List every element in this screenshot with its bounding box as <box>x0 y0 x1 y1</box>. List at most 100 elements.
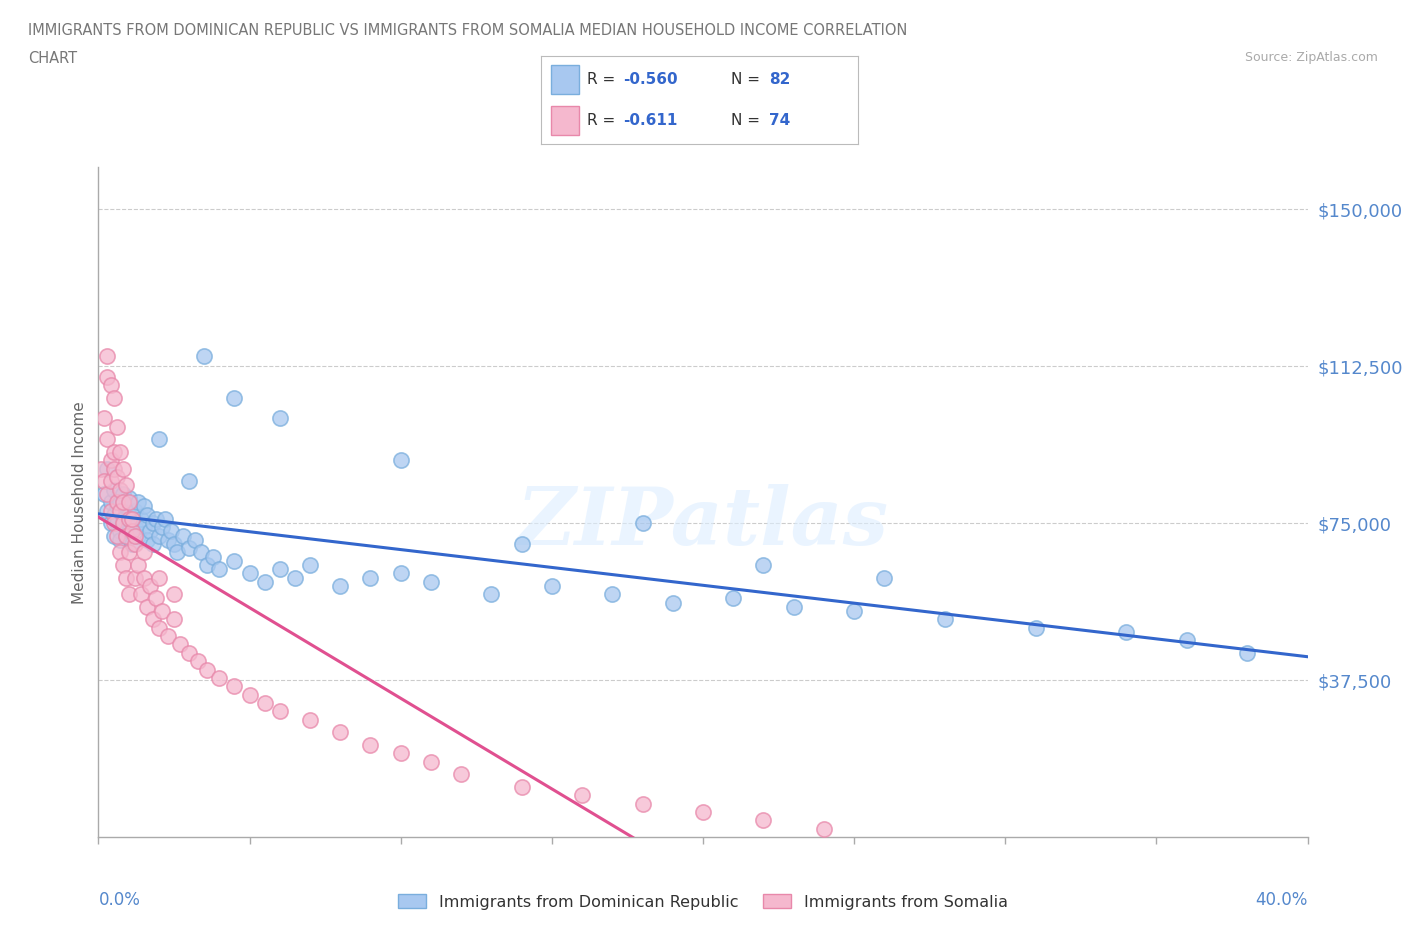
Point <box>150 520 173 535</box>
Point <box>103 391 125 405</box>
Point <box>239 565 262 580</box>
Legend: Immigrants from Dominican Republic, Immigrants from Somalia: Immigrants from Dominican Republic, Immi… <box>391 887 1015 916</box>
Point <box>100 378 122 392</box>
Text: N =: N = <box>731 113 765 127</box>
Point <box>163 587 186 602</box>
Point <box>269 704 291 719</box>
Point <box>360 737 382 752</box>
Point <box>96 503 118 518</box>
Point <box>148 620 170 635</box>
Point <box>202 549 225 564</box>
Point <box>1175 632 1198 647</box>
Point <box>419 754 441 769</box>
Point <box>132 520 155 535</box>
Point <box>934 612 956 627</box>
Point <box>105 495 128 510</box>
Point <box>103 483 125 498</box>
Point <box>299 712 322 727</box>
Text: 0.0%: 0.0% <box>98 891 141 909</box>
Point <box>105 470 128 485</box>
Text: R =: R = <box>588 72 620 86</box>
Point <box>169 637 191 652</box>
Point <box>224 391 246 405</box>
Point <box>96 349 118 364</box>
Point <box>105 419 128 434</box>
Point <box>187 654 209 669</box>
Point <box>208 671 231 685</box>
Point <box>111 558 134 573</box>
Point <box>124 503 146 518</box>
Point <box>148 570 170 585</box>
Point <box>129 512 152 526</box>
Point <box>103 461 125 476</box>
Point <box>389 746 412 761</box>
Point <box>118 491 141 506</box>
Point <box>389 565 412 580</box>
Point <box>177 541 201 556</box>
Text: ZIPatlas: ZIPatlas <box>517 484 889 561</box>
Point <box>118 545 141 560</box>
Text: Source: ZipAtlas.com: Source: ZipAtlas.com <box>1244 51 1378 64</box>
Point <box>93 486 115 501</box>
Text: N =: N = <box>731 72 765 86</box>
Point <box>631 796 654 811</box>
Point <box>721 591 744 606</box>
Point <box>752 813 775 828</box>
Point <box>329 578 352 593</box>
Point <box>135 508 157 523</box>
Point <box>121 512 143 526</box>
Point <box>111 461 134 476</box>
Point <box>269 562 291 577</box>
FancyBboxPatch shape <box>551 65 579 94</box>
Point <box>602 587 624 602</box>
Point <box>114 570 136 585</box>
Text: 40.0%: 40.0% <box>1256 891 1308 909</box>
Point <box>114 499 136 514</box>
Point <box>1236 645 1258 660</box>
Point <box>389 453 412 468</box>
Point <box>118 508 141 523</box>
Point <box>105 528 128 543</box>
Point <box>208 562 231 577</box>
Text: CHART: CHART <box>28 51 77 66</box>
Point <box>299 558 322 573</box>
Point <box>90 461 112 476</box>
Point <box>329 725 352 740</box>
Point <box>111 495 134 510</box>
Point <box>114 520 136 535</box>
Point <box>510 779 533 794</box>
Point <box>108 545 131 560</box>
Point <box>752 558 775 573</box>
Point <box>105 516 128 531</box>
Point <box>108 483 131 498</box>
Point <box>160 525 183 539</box>
Point <box>105 499 128 514</box>
Point <box>108 495 131 510</box>
Point <box>118 525 141 539</box>
Point <box>124 520 146 535</box>
Point <box>121 537 143 551</box>
Point <box>195 558 218 573</box>
Point <box>142 537 165 551</box>
Point <box>103 528 125 543</box>
Point <box>100 516 122 531</box>
FancyBboxPatch shape <box>551 106 579 136</box>
Point <box>1115 625 1137 640</box>
Point <box>114 478 136 493</box>
Text: R =: R = <box>588 113 620 127</box>
Text: -0.611: -0.611 <box>624 113 678 127</box>
Point <box>239 687 262 702</box>
Point <box>121 516 143 531</box>
Point <box>148 432 170 447</box>
Point <box>100 453 122 468</box>
Point <box>103 508 125 523</box>
Point <box>103 516 125 531</box>
Point <box>100 503 122 518</box>
Point <box>96 369 118 384</box>
Point <box>1024 620 1046 635</box>
Text: 74: 74 <box>769 113 790 127</box>
Point <box>661 595 683 610</box>
Point <box>100 495 122 510</box>
Point <box>132 570 155 585</box>
Point <box>153 512 176 526</box>
